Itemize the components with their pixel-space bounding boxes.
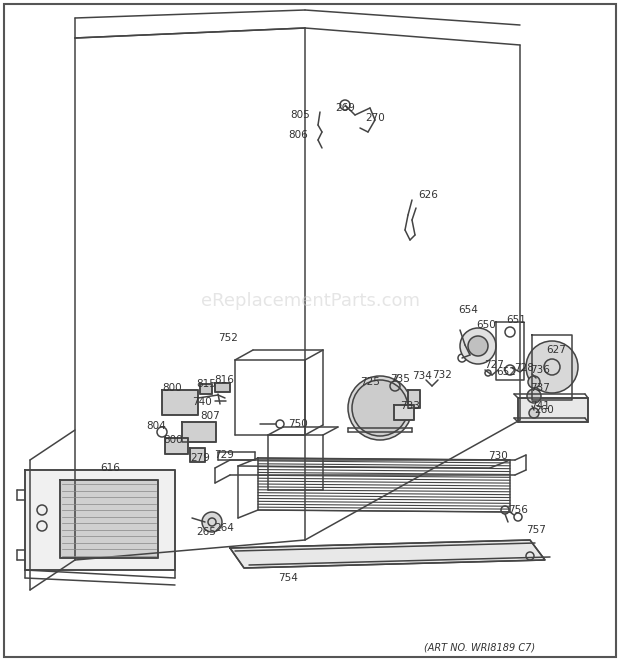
Text: 754: 754 bbox=[278, 573, 298, 583]
Text: 737: 737 bbox=[530, 383, 550, 393]
Text: 626: 626 bbox=[418, 190, 438, 200]
Polygon shape bbox=[190, 448, 205, 462]
Circle shape bbox=[529, 408, 539, 418]
Text: 650: 650 bbox=[476, 320, 496, 330]
Text: 265: 265 bbox=[196, 527, 216, 537]
Text: 725: 725 bbox=[360, 377, 380, 387]
Circle shape bbox=[348, 376, 412, 440]
Text: 815: 815 bbox=[196, 379, 216, 389]
Circle shape bbox=[527, 389, 541, 403]
Text: 728: 728 bbox=[514, 363, 534, 373]
Text: 816: 816 bbox=[214, 375, 234, 385]
Circle shape bbox=[468, 336, 488, 356]
Polygon shape bbox=[200, 384, 212, 394]
Text: 740: 740 bbox=[192, 397, 212, 407]
Circle shape bbox=[528, 376, 540, 388]
Circle shape bbox=[202, 512, 222, 532]
Text: 270: 270 bbox=[365, 113, 385, 123]
Polygon shape bbox=[25, 470, 175, 570]
Text: 269: 269 bbox=[335, 103, 355, 113]
Polygon shape bbox=[165, 438, 188, 454]
Text: 279: 279 bbox=[190, 453, 210, 463]
Text: 741: 741 bbox=[530, 401, 550, 411]
Text: 264: 264 bbox=[214, 523, 234, 533]
Polygon shape bbox=[215, 383, 230, 392]
Text: 651: 651 bbox=[506, 315, 526, 325]
Text: 735: 735 bbox=[390, 374, 410, 384]
Polygon shape bbox=[230, 540, 545, 568]
Text: 805: 805 bbox=[290, 110, 310, 120]
Polygon shape bbox=[518, 398, 588, 422]
Circle shape bbox=[352, 380, 408, 436]
Text: 729: 729 bbox=[214, 450, 234, 460]
Text: 736: 736 bbox=[530, 365, 550, 375]
Text: 757: 757 bbox=[526, 525, 546, 535]
Text: 260: 260 bbox=[534, 405, 554, 415]
Text: 732: 732 bbox=[432, 370, 452, 380]
Text: 733: 733 bbox=[400, 401, 420, 411]
Polygon shape bbox=[60, 480, 158, 558]
Text: 800: 800 bbox=[162, 383, 182, 393]
Circle shape bbox=[460, 328, 496, 364]
Text: 800: 800 bbox=[163, 435, 183, 445]
Polygon shape bbox=[394, 405, 414, 420]
Text: 804: 804 bbox=[146, 421, 166, 431]
Text: eReplacementParts.com: eReplacementParts.com bbox=[200, 292, 420, 309]
Text: 654: 654 bbox=[458, 305, 478, 315]
Text: 756: 756 bbox=[508, 505, 528, 515]
Text: 730: 730 bbox=[488, 451, 508, 461]
Text: (ART NO. WRI8189 C7): (ART NO. WRI8189 C7) bbox=[425, 643, 536, 653]
Polygon shape bbox=[408, 390, 420, 408]
Text: 750: 750 bbox=[288, 419, 308, 429]
Text: 807: 807 bbox=[200, 411, 219, 421]
Text: 806: 806 bbox=[288, 130, 308, 140]
Text: 734: 734 bbox=[412, 371, 432, 381]
Polygon shape bbox=[162, 390, 198, 415]
Text: 652: 652 bbox=[496, 367, 516, 377]
Text: 752: 752 bbox=[218, 333, 238, 343]
Polygon shape bbox=[182, 422, 216, 442]
Text: 616: 616 bbox=[100, 463, 120, 473]
Text: 727: 727 bbox=[484, 360, 504, 370]
Text: 627: 627 bbox=[546, 345, 566, 355]
Circle shape bbox=[526, 341, 578, 393]
